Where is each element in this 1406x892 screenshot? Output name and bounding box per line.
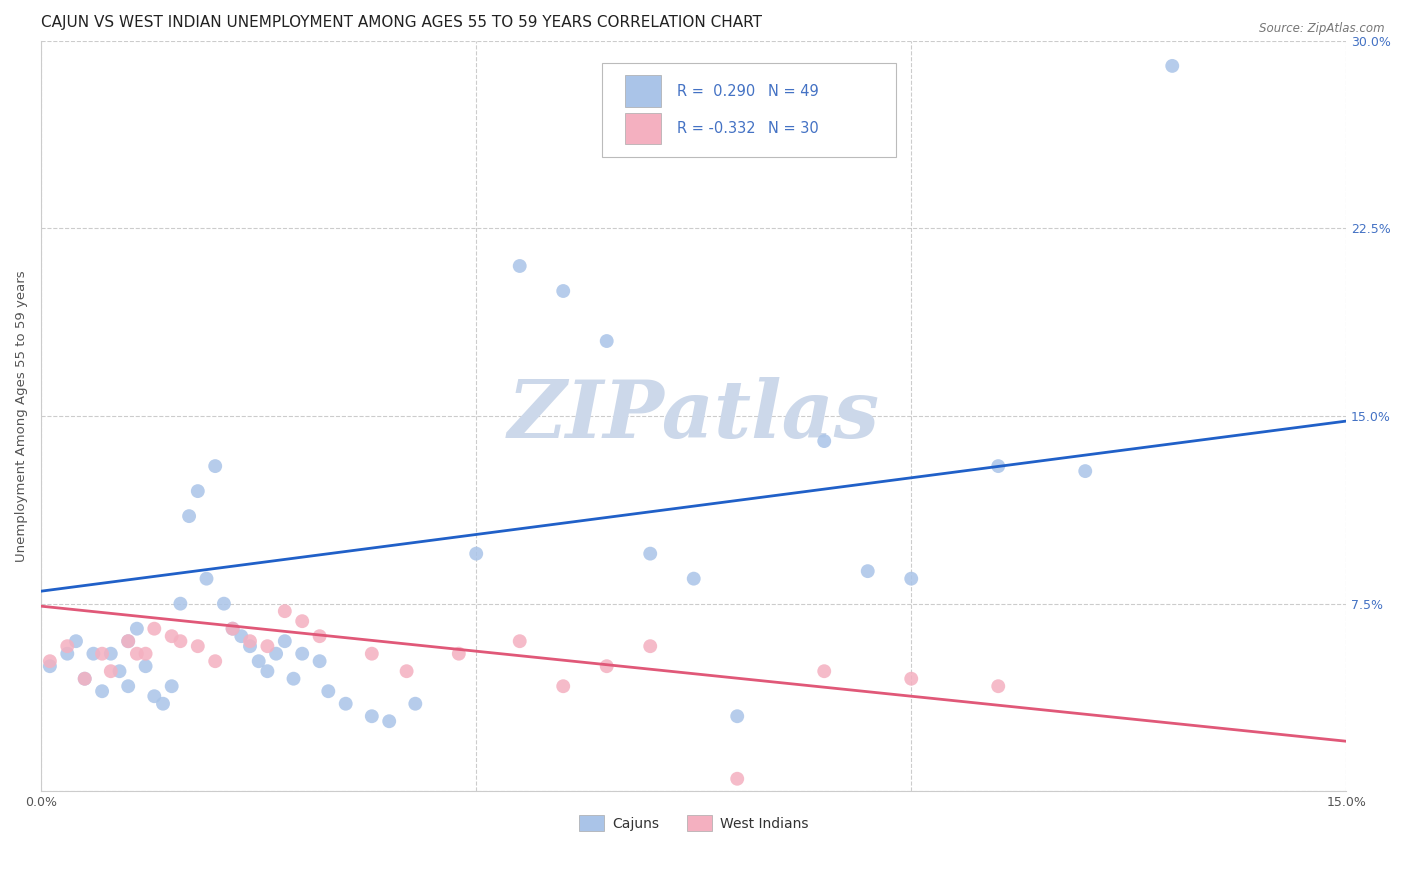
- Point: [195, 572, 218, 586]
- Point: [177, 509, 200, 524]
- Point: [256, 639, 278, 653]
- Point: [169, 634, 191, 648]
- Text: R =  0.290: R = 0.290: [676, 84, 755, 99]
- Point: [117, 634, 139, 648]
- Point: [308, 629, 330, 643]
- Point: [135, 647, 157, 661]
- Text: N = 49: N = 49: [768, 84, 818, 99]
- Point: [274, 634, 297, 648]
- Point: [318, 684, 340, 698]
- Point: [638, 639, 661, 653]
- Point: [291, 614, 314, 628]
- Point: [117, 634, 139, 648]
- Point: [900, 572, 922, 586]
- Point: [100, 664, 122, 678]
- Point: [509, 259, 531, 273]
- Point: [274, 604, 297, 618]
- Point: [38, 654, 60, 668]
- Point: [143, 690, 166, 704]
- Point: [553, 679, 575, 693]
- Point: [56, 647, 79, 661]
- Point: [264, 647, 287, 661]
- Point: [82, 647, 104, 661]
- Point: [447, 647, 470, 661]
- Point: [1161, 59, 1184, 73]
- Point: [682, 572, 704, 586]
- Point: [125, 622, 148, 636]
- Point: [125, 647, 148, 661]
- Point: [221, 622, 243, 636]
- Point: [108, 664, 131, 678]
- Point: [117, 679, 139, 693]
- Point: [1074, 464, 1097, 478]
- Point: [813, 434, 835, 448]
- Y-axis label: Unemployment Among Ages 55 to 59 years: Unemployment Among Ages 55 to 59 years: [15, 270, 28, 562]
- Text: ZIPatlas: ZIPatlas: [508, 377, 880, 455]
- Point: [160, 629, 183, 643]
- Point: [308, 654, 330, 668]
- Point: [335, 697, 357, 711]
- Point: [360, 709, 382, 723]
- Point: [291, 647, 314, 661]
- Point: [160, 679, 183, 693]
- Text: CAJUN VS WEST INDIAN UNEMPLOYMENT AMONG AGES 55 TO 59 YEARS CORRELATION CHART: CAJUN VS WEST INDIAN UNEMPLOYMENT AMONG …: [41, 15, 762, 30]
- Point: [404, 697, 426, 711]
- Point: [638, 547, 661, 561]
- Point: [465, 547, 488, 561]
- Point: [283, 672, 305, 686]
- Point: [378, 714, 401, 729]
- Point: [987, 459, 1010, 474]
- Point: [360, 647, 382, 661]
- Point: [143, 622, 166, 636]
- Point: [56, 639, 79, 653]
- Point: [212, 597, 235, 611]
- Point: [91, 647, 114, 661]
- Point: [100, 647, 122, 661]
- Point: [856, 564, 879, 578]
- Point: [900, 672, 922, 686]
- Text: N = 30: N = 30: [768, 121, 818, 136]
- Point: [725, 772, 748, 786]
- Point: [395, 664, 418, 678]
- Point: [204, 654, 226, 668]
- Text: R = -0.332: R = -0.332: [676, 121, 755, 136]
- Point: [152, 697, 174, 711]
- Legend: Cajuns, West Indians: Cajuns, West Indians: [574, 810, 814, 837]
- Text: Source: ZipAtlas.com: Source: ZipAtlas.com: [1260, 22, 1385, 36]
- Point: [509, 634, 531, 648]
- Bar: [624, 76, 661, 107]
- FancyBboxPatch shape: [602, 63, 896, 157]
- Point: [813, 664, 835, 678]
- Point: [231, 629, 253, 643]
- Point: [38, 659, 60, 673]
- Point: [187, 639, 209, 653]
- Point: [553, 284, 575, 298]
- Point: [135, 659, 157, 673]
- Point: [204, 459, 226, 474]
- Point: [725, 709, 748, 723]
- Point: [239, 639, 262, 653]
- Point: [73, 672, 96, 686]
- Point: [256, 664, 278, 678]
- Point: [596, 659, 619, 673]
- Point: [91, 684, 114, 698]
- Point: [247, 654, 270, 668]
- Point: [73, 672, 96, 686]
- Bar: [624, 113, 661, 145]
- Point: [221, 622, 243, 636]
- Point: [187, 484, 209, 499]
- Point: [596, 334, 619, 348]
- Point: [65, 634, 87, 648]
- Point: [169, 597, 191, 611]
- Point: [987, 679, 1010, 693]
- Point: [239, 634, 262, 648]
